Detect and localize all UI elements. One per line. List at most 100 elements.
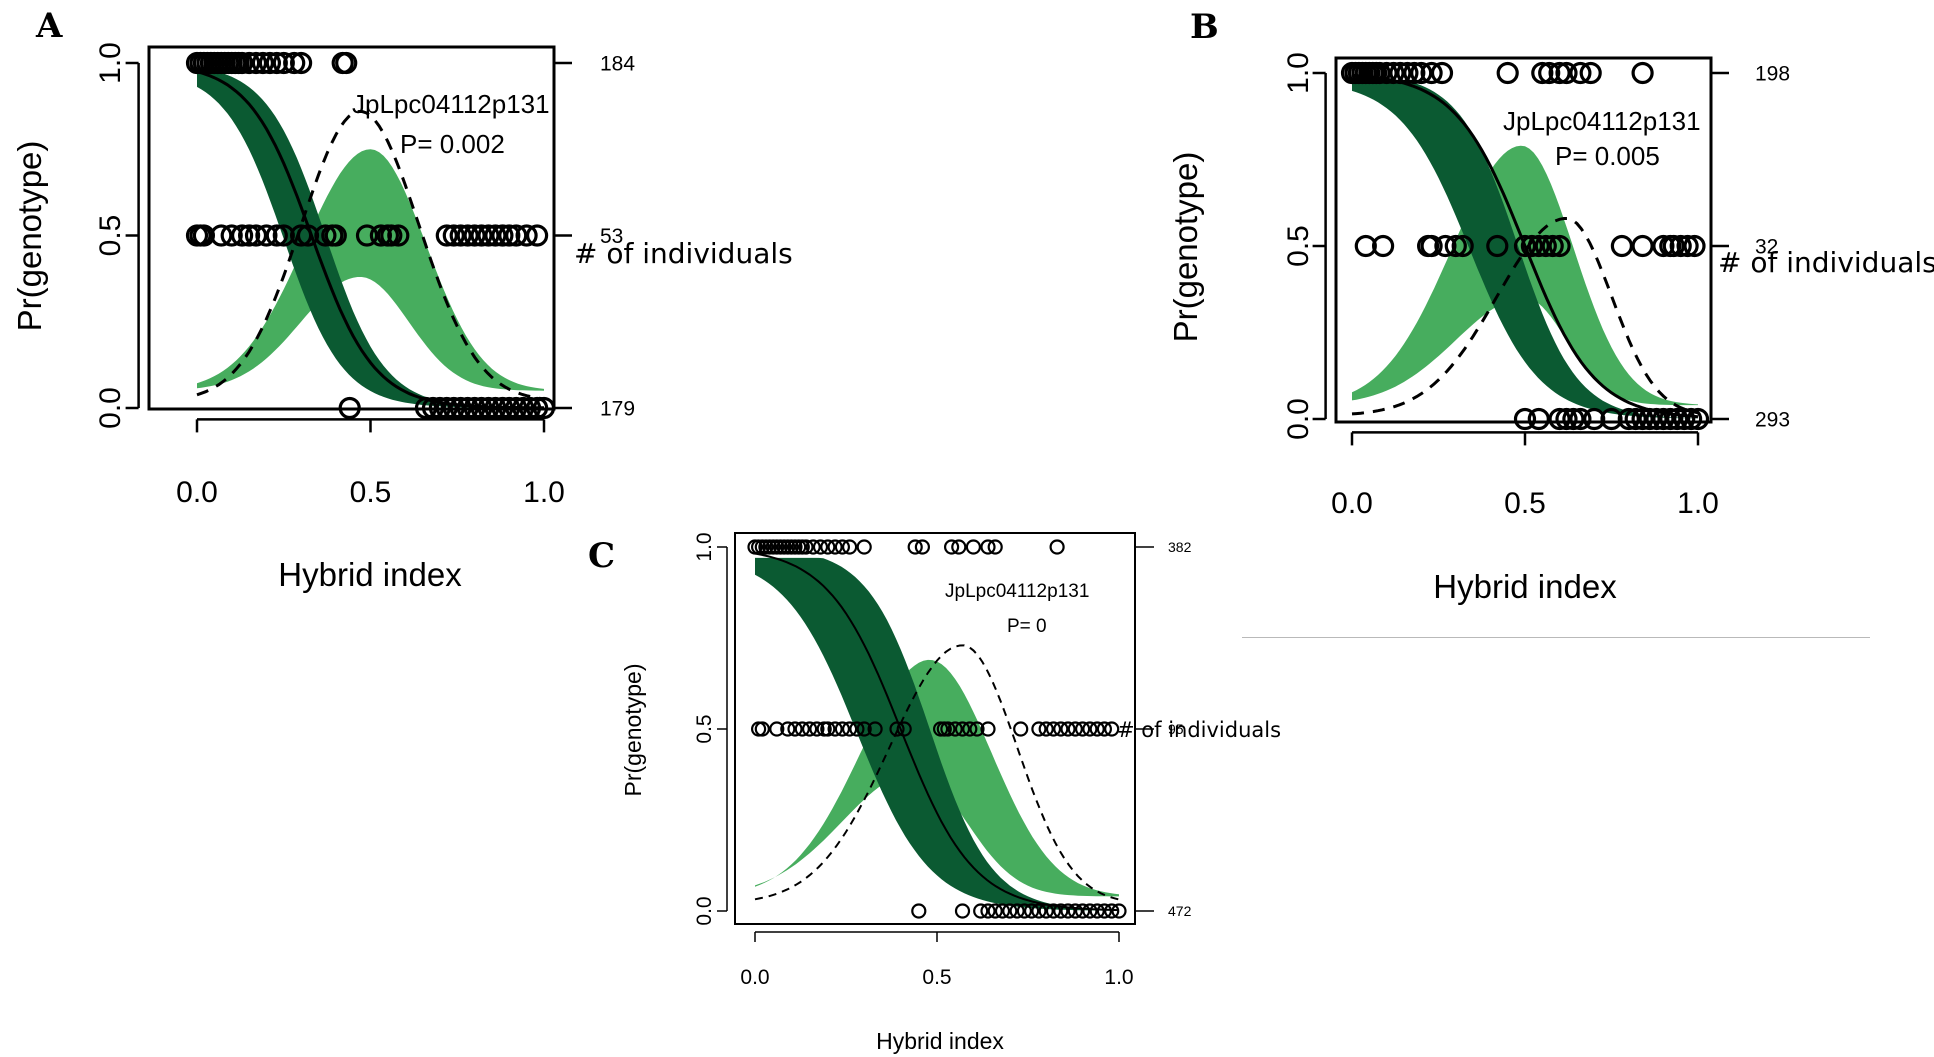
data-point [856, 539, 872, 555]
individuals-axis-label: # of individuals [1718, 246, 1934, 279]
data-point [1067, 903, 1083, 919]
data-point [251, 51, 274, 75]
data-point [841, 539, 858, 555]
individual-count-label: 198 [1755, 62, 1790, 85]
data-point [238, 224, 261, 247]
right-axis: 184 53 179 [554, 52, 635, 420]
data-point [849, 721, 865, 737]
data-point [1060, 903, 1076, 919]
data-point [1548, 407, 1571, 431]
data-point [1420, 234, 1443, 258]
data-point [1430, 61, 1454, 85]
data-point [272, 224, 295, 247]
data-point [1049, 539, 1065, 555]
data-point [987, 903, 1003, 919]
data-point [973, 903, 989, 919]
x-tick-label: 0.0 [1331, 487, 1373, 520]
data-point [1089, 903, 1105, 919]
data-point [965, 539, 982, 555]
data-point [820, 721, 836, 737]
divider-line [1242, 637, 1870, 638]
data-point [794, 721, 810, 737]
individual-count-label: 472 [1168, 903, 1192, 919]
data-point [1045, 721, 1062, 737]
data-point [1617, 407, 1640, 431]
data-point [1645, 407, 1668, 431]
data-point [1434, 234, 1457, 258]
y-axis: 0.0 0.5 1.0 [693, 532, 728, 926]
y-axis: 0.0 0.5 1.0 [1282, 52, 1327, 440]
data-point [1527, 407, 1550, 431]
data-point [827, 721, 843, 737]
data-point [387, 224, 410, 247]
data-point [787, 721, 803, 737]
x-tick-label: 0.5 [922, 966, 951, 989]
data-point [1486, 234, 1509, 258]
individual-count-label: 53 [600, 225, 623, 248]
panel-letter: A [35, 6, 63, 46]
data-point [962, 721, 978, 737]
data-point [1534, 234, 1557, 258]
data-point [1067, 721, 1083, 737]
y-tick-label: 0.5 [1282, 225, 1315, 267]
y-tick-label: 0.0 [94, 387, 127, 429]
data-point [1074, 903, 1091, 919]
data-point [1013, 721, 1029, 737]
data-point [1082, 721, 1098, 737]
data-point [484, 224, 507, 247]
data-point [335, 51, 358, 75]
data-point [943, 539, 960, 555]
data-point [1631, 234, 1654, 258]
data-point [1686, 407, 1710, 431]
data-point [907, 539, 923, 555]
data-point [914, 539, 931, 555]
data-point [1669, 234, 1692, 258]
y-axis-label: Pr(genotype) [620, 664, 646, 797]
data-point [1389, 61, 1412, 85]
data-point [1624, 407, 1647, 431]
data-point [1496, 61, 1519, 85]
panel-c: 0.0 0.5 1.0 Hybrid index 0.0 0.5 1.0 Pr(genotyp… [588, 532, 1281, 1054]
data-point [265, 224, 288, 247]
data-point [987, 539, 1003, 555]
data-point [290, 224, 313, 247]
data-point [1038, 903, 1054, 919]
x-axis-label: Hybrid index [1433, 568, 1617, 605]
panel-letter: B [1190, 7, 1219, 47]
x-axis: 0.0 0.5 1.0 [1331, 431, 1719, 520]
data-point [1002, 903, 1018, 919]
data-point [1683, 234, 1706, 258]
data-point [1659, 407, 1682, 431]
data-point [980, 903, 996, 919]
data-point [1538, 61, 1561, 85]
data-point [1009, 903, 1025, 919]
data-point [827, 539, 843, 555]
data-point [1096, 721, 1113, 737]
y-tick-label: 1.0 [693, 532, 716, 561]
data-point [1600, 407, 1623, 431]
data-point [947, 721, 963, 737]
plot-frame [147, 45, 556, 411]
data-point [210, 224, 233, 247]
panel-b: 0.0 0.5 1.0 Hybrid index 0.0 0.5 1.0 Pr(genotyp… [1167, 7, 1934, 605]
data-point [1045, 903, 1062, 919]
data-point [980, 539, 996, 555]
data-point [380, 224, 403, 247]
dark-confidence-band [755, 557, 1119, 911]
panel-letter: C [588, 536, 615, 576]
data-point [1555, 407, 1578, 431]
data-point [1371, 234, 1395, 258]
data-point [1666, 407, 1689, 431]
data-point [1038, 721, 1054, 737]
y-tick-label: 0.5 [693, 714, 716, 743]
data-point [1410, 61, 1433, 85]
data-point [1354, 234, 1377, 258]
data-point [754, 721, 770, 737]
y-axis-label: Pr(genotype) [1167, 152, 1204, 343]
data-point [1548, 234, 1571, 258]
individuals-axis-label: # of individuals [574, 237, 793, 270]
data-point [369, 224, 392, 247]
data-point [290, 51, 313, 75]
data-point [1111, 903, 1127, 919]
data-point [994, 903, 1011, 919]
